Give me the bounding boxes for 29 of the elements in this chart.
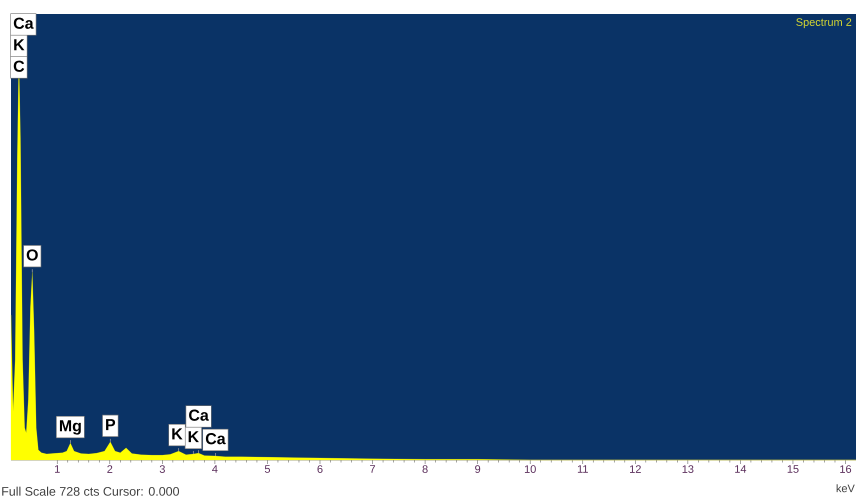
x-tick-label: 14: [735, 465, 746, 473]
x-tick-label: 11: [578, 465, 588, 473]
x-tick-label: 10: [524, 465, 536, 473]
x-tick-label: 15: [788, 465, 799, 473]
x-tick-label: 6: [318, 465, 323, 473]
x-tick-label: 8: [422, 465, 428, 473]
x-tick-label: 16: [840, 465, 852, 473]
annotation: K: [172, 428, 183, 440]
annotation: Ca: [206, 433, 226, 444]
chart-title: Spectrum 2: [796, 18, 852, 28]
x-tick-label: 3: [160, 465, 165, 473]
x-tick-label: 5: [264, 465, 270, 473]
x-axis-title: keV: [836, 484, 855, 492]
x-tick-label: 12: [630, 465, 641, 473]
annotation: Ca: [14, 18, 34, 29]
x-tick-label: 7: [370, 465, 376, 473]
x-tick-label: 1: [55, 465, 60, 473]
annotation: Ca: [189, 410, 209, 421]
annotation: C: [14, 60, 24, 72]
annotation: K: [188, 431, 199, 442]
annotation: O: [26, 249, 38, 261]
annotation: Mg: [60, 420, 81, 435]
annotation: P: [106, 419, 116, 430]
x-tick-label: 4: [212, 465, 218, 473]
annotation: K: [14, 39, 24, 50]
x-tick-label: 9: [475, 465, 480, 473]
x-tick-label: 2: [107, 465, 112, 473]
x-tick-label: 13: [682, 465, 694, 473]
text: Full Scale 728 cts Cursor: 0.000: [2, 486, 180, 496]
